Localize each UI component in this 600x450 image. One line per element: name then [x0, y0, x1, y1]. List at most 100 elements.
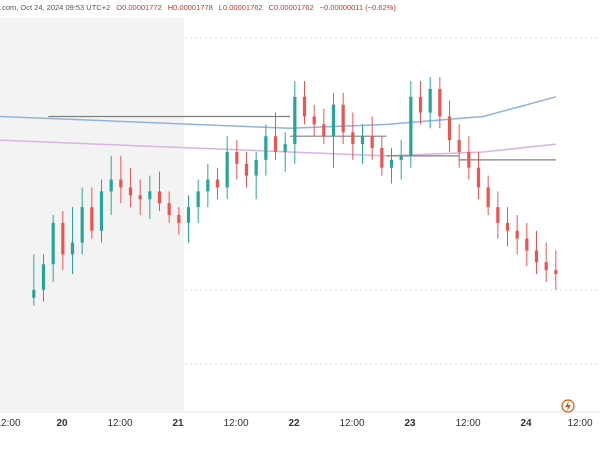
candle-25: [264, 124, 268, 176]
candle-body: [138, 195, 142, 200]
candle-body: [476, 167, 481, 188]
candle-body: [486, 187, 490, 208]
x-tick-label: 23: [404, 418, 416, 429]
header-source: .com, Oct 24, 2024 09:53 UTC+2: [0, 2, 111, 12]
header-open: O0.00001772: [116, 2, 162, 12]
candle-body: [119, 179, 123, 188]
chart-header: .com, Oct 24, 2024 09:53 UTC+2 O0.000017…: [0, 0, 396, 14]
candle-body: [496, 207, 500, 223]
candle-1: [32, 254, 36, 306]
candle-21: [225, 136, 229, 200]
candle-body: [264, 136, 268, 160]
x-tick-label: 12:00: [223, 418, 248, 429]
candle-body: [515, 230, 519, 239]
candle-body: [283, 144, 287, 152]
candle-body: [457, 140, 461, 152]
candle-28: [293, 81, 297, 164]
x-tick-label: 22: [288, 418, 300, 429]
x-tick-label: 12:00: [107, 418, 132, 429]
candle-body: [109, 179, 113, 192]
candle-32: [331, 92, 336, 168]
candle-body: [225, 151, 229, 188]
candle-10: [119, 155, 123, 204]
candle-39: [399, 140, 403, 180]
candle-13: [148, 175, 152, 219]
candle-11: [128, 167, 133, 208]
candles: [32, 77, 558, 306]
candle-27: [283, 132, 287, 172]
candle-body: [273, 136, 278, 152]
candle-body: [399, 155, 403, 160]
candle-2: [41, 254, 46, 302]
candle-body: [341, 104, 345, 133]
candle-body: [157, 191, 162, 204]
x-axis: 12:00 20 12:00 21 12:00 22 12:00 23 12:00 24 12:00: [0, 418, 593, 429]
candle-body: [447, 116, 452, 141]
x-tick-label: 24: [520, 418, 532, 429]
candle-20: [215, 167, 220, 200]
candle-52: [525, 222, 529, 267]
candle-body: [370, 136, 374, 149]
candle-35: [360, 124, 365, 164]
x-tick-label: 12:00: [567, 418, 592, 429]
candle-body: [70, 242, 75, 255]
candle-43: [438, 77, 442, 129]
candle-6: [80, 187, 84, 255]
candle-23: [244, 151, 249, 188]
candle-53: [534, 230, 539, 275]
candle-body: [322, 124, 326, 137]
candle-body: [351, 132, 355, 145]
header-low: L0.00001762: [218, 2, 263, 12]
candle-body: [534, 250, 539, 263]
candle-body: [467, 151, 471, 168]
candle-body: [428, 88, 432, 113]
candle-22: [235, 140, 239, 180]
candle-body: [177, 215, 181, 223]
ma-fast-line: [0, 96, 556, 130]
candle-24: [254, 151, 258, 200]
candle-9: [109, 155, 113, 215]
candle-body: [128, 187, 133, 196]
candle-7: [90, 187, 94, 239]
candle-42: [428, 77, 432, 129]
candle-body: [186, 207, 191, 223]
candle-body: [418, 96, 423, 113]
candle-body: [80, 207, 84, 243]
candle-body: [438, 88, 442, 117]
candle-body: [302, 96, 307, 117]
candle-36: [370, 116, 374, 160]
candle-8: [99, 179, 104, 243]
candle-51: [515, 215, 519, 255]
candle-12: [138, 179, 142, 215]
price-levels: [48, 115, 556, 161]
candle-body: [244, 163, 249, 176]
lightning-icon[interactable]: [561, 399, 575, 413]
candle-body: [389, 159, 394, 168]
candle-46: [467, 136, 471, 180]
candle-body: [61, 222, 65, 255]
candle-body: [41, 264, 46, 290]
candle-30: [312, 104, 316, 137]
candle-body: [206, 179, 210, 192]
x-tick-label: 12:00: [339, 418, 364, 429]
candle-body: [380, 148, 384, 168]
candle-44: [447, 100, 452, 152]
candle-3: [51, 215, 55, 282]
candle-50: [505, 207, 510, 247]
candle-body: [148, 191, 152, 200]
x-tick-label: 21: [172, 418, 184, 429]
candle-54: [544, 242, 548, 282]
header-high: H0.00001778: [167, 2, 213, 12]
header-change: −0.00000011 (−0.62%): [319, 2, 396, 12]
x-tick-label: 12:00: [0, 418, 21, 429]
candle-29: [302, 81, 307, 125]
candle-16: [177, 207, 181, 235]
lightning-icon-bolt[interactable]: [565, 401, 571, 411]
candle-47: [476, 151, 481, 200]
moving-averages: [0, 96, 556, 157]
candle-body: [312, 116, 316, 125]
candle-15: [167, 191, 171, 223]
candle-41: [418, 81, 423, 125]
candle-body: [360, 136, 365, 145]
